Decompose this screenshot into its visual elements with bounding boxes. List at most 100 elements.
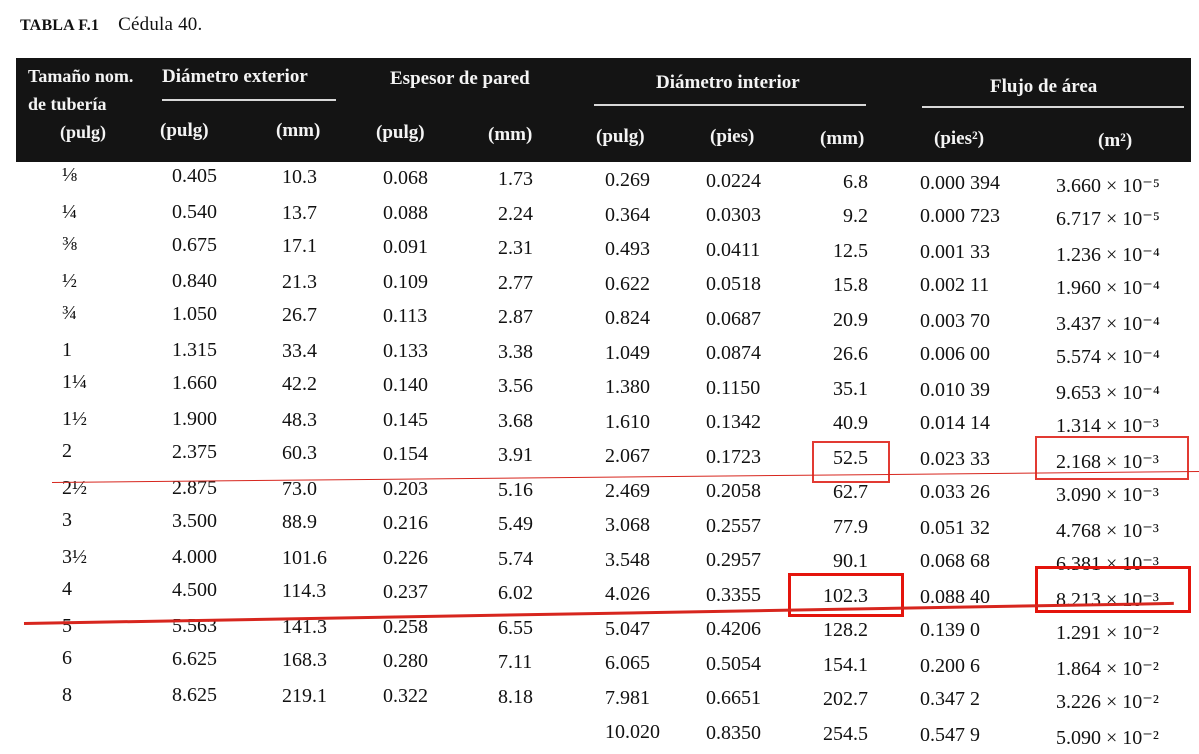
cell-id-pies: 0.0874 — [706, 341, 761, 364]
cell-area-m2: 3.090 × 10⁻³ — [1056, 483, 1159, 506]
header-unit-wall-mm: (mm) — [488, 124, 533, 145]
cell-area-pies2: 0.001 33 — [920, 241, 990, 263]
cell-od-mm: 26.7 — [282, 304, 317, 326]
cell-area-pies2: 0.033 26 — [920, 480, 990, 503]
header-outer-diameter-rule — [162, 99, 336, 101]
cell-area-pies2: 0.010 39 — [920, 379, 990, 401]
cell-od-pulg: 0.840 — [172, 269, 217, 292]
cell-wall-mm: 7.11 — [498, 651, 533, 673]
cell-od-mm: 101.6 — [282, 546, 327, 569]
cell-id-pulg: 0.269 — [605, 169, 650, 191]
cell-wall-pulg: 0.280 — [383, 650, 428, 672]
cell-wall-pulg: 0.237 — [383, 581, 428, 603]
cell-id-pulg: 2.067 — [605, 445, 650, 467]
header-flow-area-rule — [922, 106, 1184, 108]
cell-id-mm: 35.1 — [833, 378, 868, 400]
cell-id-mm: 52.5 — [833, 447, 868, 469]
cell-wall-mm: 1.73 — [498, 168, 533, 190]
cell-wall-pulg: 0.088 — [383, 201, 428, 224]
cell-nominal-size: 3½ — [62, 545, 87, 568]
cell-od-mm: 33.4 — [282, 339, 317, 362]
cell-area-pies2: 0.000 723 — [920, 204, 1000, 227]
cell-od-mm: 114.3 — [282, 580, 327, 602]
cell-od-mm: 42.2 — [282, 373, 317, 395]
table-row: 6 6.625 168.3 0.280 7.11 6.065 0.5054 154.1 0.20… — [0, 647, 1199, 685]
cell-id-pulg: 3.068 — [605, 514, 650, 536]
pipe-schedule-table: ⅛ 0.405 10.3 0.068 1.73 0.269 0.0224 6.8 0.000 3… — [0, 164, 1199, 749]
cell-area-m2: 5.574 × 10⁻⁴ — [1056, 345, 1160, 368]
cell-area-m2: 6.717 × 10⁻⁵ — [1056, 207, 1160, 230]
cell-id-pies: 0.0411 — [706, 239, 761, 261]
cell-id-mm: 77.9 — [833, 516, 868, 538]
cell-wall-pulg: 0.109 — [383, 270, 428, 293]
cell-wall-pulg: 0.322 — [383, 684, 428, 707]
cell-nominal-size: 8 — [62, 683, 72, 706]
cell-area-m2: 1.291 × 10⁻² — [1056, 621, 1159, 644]
header-flow-area: Flujo de área — [990, 76, 1098, 97]
cell-area-pies2: 0.200 6 — [920, 655, 980, 677]
cell-wall-mm: 5.49 — [498, 513, 533, 535]
cell-id-pies: 0.5054 — [706, 653, 761, 675]
cell-id-pulg: 5.047 — [605, 617, 650, 640]
cell-id-mm: 90.1 — [833, 549, 868, 572]
cell-id-pulg: 1.610 — [605, 410, 650, 433]
header-inner-diameter: Diámetro interior — [656, 72, 800, 93]
table-row: 1½ 1.900 48.3 0.145 3.68 1.610 0.1342 40.9 0.014… — [0, 407, 1199, 444]
cell-area-m2: 3.437 × 10⁻⁴ — [1056, 313, 1160, 335]
cell-wall-pulg: 0.216 — [383, 512, 428, 534]
table-row: ⅜ 0.675 17.1 0.091 2.31 0.493 0.0411 12.5 0.001 … — [0, 233, 1199, 271]
cell-wall-pulg: 0.203 — [383, 477, 428, 500]
cell-wall-mm: 6.55 — [498, 616, 533, 639]
header-unit-id-mm: (mm) — [820, 128, 865, 149]
cell-area-pies2: 0.051 32 — [920, 517, 990, 539]
header-outer-diameter: Diámetro exterior — [162, 66, 308, 87]
header-wall-thickness: Espesor de pared — [390, 68, 530, 89]
cell-id-mm: 254.5 — [823, 723, 868, 745]
cell-nominal-size: 5 — [62, 614, 72, 637]
cell-wall-mm: 2.31 — [498, 237, 533, 259]
cell-od-pulg: 1.900 — [172, 407, 217, 430]
cell-nominal-size: 4 — [62, 578, 72, 600]
cell-id-pies: 0.1150 — [706, 377, 761, 399]
cell-od-mm: 21.3 — [282, 270, 317, 293]
cell-od-mm: 17.1 — [282, 235, 317, 257]
cell-id-mm: 20.9 — [833, 309, 868, 331]
table-row: ¼ 0.540 13.7 0.088 2.24 0.364 0.0303 9.2 0.000 7… — [0, 201, 1199, 237]
cell-id-pies: 0.2557 — [706, 515, 761, 537]
table-row: 3 3.500 88.9 0.216 5.49 3.068 0.2557 77.9 0.051 … — [0, 509, 1199, 547]
cell-id-pies: 0.6651 — [706, 686, 761, 709]
cell-id-pies: 0.0303 — [706, 203, 761, 226]
cell-id-pulg: 0.622 — [605, 272, 650, 295]
cell-id-mm: 128.2 — [823, 618, 868, 641]
table-row: ⅛ 0.405 10.3 0.068 1.73 0.269 0.0224 6.8 0.000 3… — [0, 164, 1199, 202]
cell-wall-mm: 2.87 — [498, 306, 533, 328]
cell-wall-mm: 2.77 — [498, 271, 533, 294]
cell-area-pies2: 0.347 2 — [920, 687, 980, 710]
table-row: 8 8.625 219.1 0.322 8.18 7.981 0.6651 202.7 0.34… — [0, 683, 1199, 720]
header-unit-id-pulg: (pulg) — [596, 126, 645, 147]
cell-id-pies: 0.2957 — [706, 548, 761, 571]
cell-area-m2: 8.213 × 10⁻³ — [1056, 589, 1159, 611]
cell-id-pulg: 0.493 — [605, 238, 650, 260]
cell-id-pulg: 0.364 — [605, 203, 650, 226]
cell-id-pulg: 1.380 — [605, 376, 650, 398]
table-caption-text: Cédula 40. — [118, 14, 203, 35]
cell-od-mm: 88.9 — [282, 511, 317, 533]
cell-area-m2: 1.864 × 10⁻² — [1056, 658, 1159, 680]
cell-od-pulg: 8.625 — [172, 683, 217, 706]
table-row: 5 5.563 141.3 0.258 6.55 5.047 0.4206 128.2 0.13… — [0, 614, 1199, 651]
cell-id-mm: 62.7 — [833, 480, 868, 503]
table-row: 10.020 0.8350 254.5 0.547 9 5.090 × 10⁻² — [0, 720, 1199, 754]
cell-od-pulg: 2.875 — [172, 476, 217, 499]
cell-od-pulg: 4.500 — [172, 579, 217, 601]
cell-id-pies: 0.0518 — [706, 272, 761, 295]
cell-nominal-size: 6 — [62, 647, 72, 669]
header-unit-area-pies2: (pies²) — [934, 128, 985, 149]
cell-nominal-size: 2½ — [62, 476, 87, 499]
cell-wall-mm: 3.56 — [498, 375, 533, 397]
cell-id-pies: 0.1342 — [706, 410, 761, 433]
cell-od-pulg: 3.500 — [172, 510, 217, 532]
cell-area-m2: 9.653 × 10⁻⁴ — [1056, 382, 1160, 404]
header-nominal-line2: de tubería — [28, 94, 107, 114]
table-row: 1¼ 1.660 42.2 0.140 3.56 1.380 0.1150 35.1 0.010… — [0, 371, 1199, 409]
